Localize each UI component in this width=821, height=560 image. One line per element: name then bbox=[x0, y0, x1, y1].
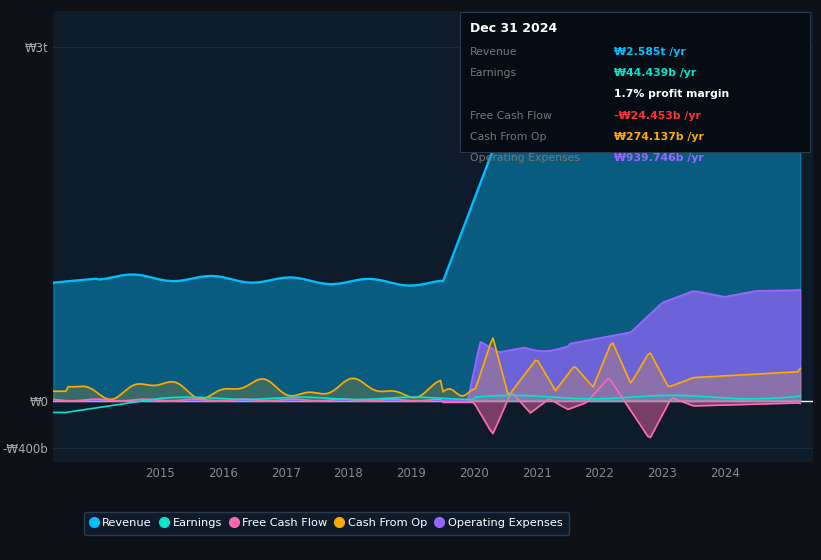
Text: Operating Expenses: Operating Expenses bbox=[470, 153, 580, 163]
Text: ₩939.746b /yr: ₩939.746b /yr bbox=[613, 153, 704, 163]
Text: ₩274.137b /yr: ₩274.137b /yr bbox=[613, 132, 704, 142]
Text: ₩44.439b /yr: ₩44.439b /yr bbox=[613, 68, 695, 78]
Text: Revenue: Revenue bbox=[470, 46, 517, 57]
Text: Cash From Op: Cash From Op bbox=[470, 132, 546, 142]
Text: -₩24.453b /yr: -₩24.453b /yr bbox=[613, 110, 700, 120]
Text: Dec 31 2024: Dec 31 2024 bbox=[470, 22, 557, 35]
Text: 1.7% profit margin: 1.7% profit margin bbox=[613, 89, 729, 99]
Text: ₩2.585t /yr: ₩2.585t /yr bbox=[613, 46, 686, 57]
Text: Earnings: Earnings bbox=[470, 68, 517, 78]
Legend: Revenue, Earnings, Free Cash Flow, Cash From Op, Operating Expenses: Revenue, Earnings, Free Cash Flow, Cash … bbox=[84, 511, 570, 535]
Text: Free Cash Flow: Free Cash Flow bbox=[470, 110, 552, 120]
